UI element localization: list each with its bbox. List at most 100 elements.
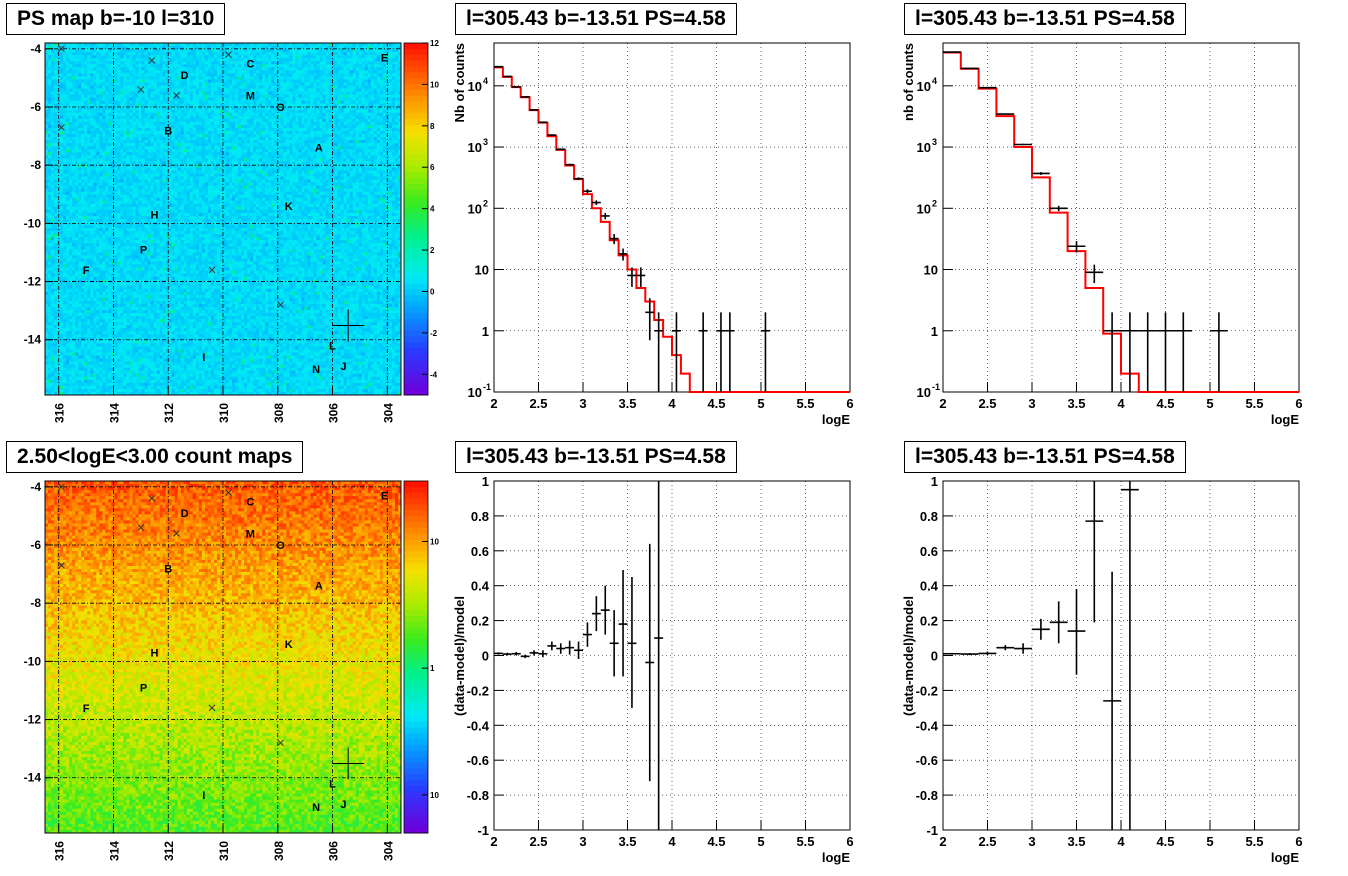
map-cell [253, 164, 257, 168]
map-cell [216, 88, 221, 92]
map-cell [358, 131, 363, 135]
map-cell [195, 52, 200, 56]
map-cell [168, 164, 173, 168]
map-cell [274, 55, 278, 59]
map-cell [84, 164, 88, 168]
map-cell [298, 73, 302, 77]
map-cell [343, 127, 348, 132]
map-cell [337, 167, 342, 171]
map-cell [183, 79, 188, 83]
map-cell [313, 67, 317, 71]
map-cell [271, 152, 275, 156]
map-cell [370, 109, 375, 114]
map-cell [195, 115, 200, 120]
map-cell [183, 64, 188, 68]
map-cell [370, 118, 375, 123]
map-cell [229, 106, 233, 111]
map-cell [135, 124, 139, 129]
map-cell [84, 55, 88, 59]
map-cell [325, 140, 329, 144]
map-cell [226, 85, 230, 89]
map-cell [204, 167, 209, 171]
map-cell [361, 118, 366, 123]
map-cell [198, 79, 203, 83]
map-cell [45, 88, 49, 92]
map-cell [352, 52, 357, 56]
map-cell [48, 115, 52, 120]
map-cell [316, 149, 320, 153]
map-cell [301, 70, 305, 74]
map-cell [45, 170, 49, 174]
map-cell [102, 94, 106, 99]
map-cell [241, 94, 245, 99]
map-cell [319, 46, 323, 50]
map-cell [376, 97, 381, 102]
map-cell [238, 46, 242, 50]
map-cell [165, 137, 170, 141]
map-cell [289, 94, 293, 99]
map-cell [219, 115, 224, 120]
map-cell [361, 146, 366, 150]
map-cell [382, 67, 387, 71]
map-cell [298, 115, 302, 120]
map-cell [147, 152, 151, 156]
map-cell [144, 46, 148, 50]
map-cell [168, 82, 173, 86]
map-cell [114, 61, 118, 65]
map-cell [259, 43, 263, 47]
map-cell [343, 82, 348, 86]
map-cell [367, 76, 372, 80]
map-cell [204, 103, 209, 108]
map-cell [346, 131, 351, 135]
map-cell [153, 134, 158, 138]
map-cell [213, 58, 218, 62]
map-cell [165, 64, 170, 68]
map-cell [198, 152, 203, 156]
map-cell [93, 64, 97, 68]
map-cell [322, 118, 326, 123]
map-cell [271, 149, 275, 153]
map-cell [60, 131, 64, 135]
map-cell [262, 94, 266, 99]
map-cell [189, 127, 194, 132]
map-cell [235, 70, 239, 74]
map-cell [316, 112, 320, 117]
map-cell [238, 146, 242, 150]
map-cell [316, 124, 320, 129]
map-cell [81, 121, 85, 126]
map-cell [174, 115, 179, 120]
map-cell [295, 146, 299, 150]
map-cell [165, 127, 170, 132]
map-cell [57, 91, 61, 95]
map-cell [183, 106, 188, 111]
map-cell [370, 64, 375, 68]
map-cell [394, 143, 399, 147]
map-cell [394, 106, 399, 111]
map-cell [180, 155, 185, 159]
map-cell [313, 85, 317, 89]
map-cell [298, 76, 302, 80]
map-cell [75, 58, 79, 62]
map-cell [147, 94, 151, 99]
map-cell [216, 91, 221, 95]
map-cell [141, 88, 145, 92]
map-cell [247, 118, 251, 123]
map-cell [295, 46, 299, 50]
map-cell [265, 103, 269, 108]
map-cell [48, 109, 52, 114]
map-cell [232, 70, 236, 74]
map-cell [168, 73, 173, 77]
map-cell [216, 155, 221, 159]
map-cell [90, 61, 94, 65]
map-cell [271, 127, 275, 132]
map-cell [174, 149, 179, 153]
map-cell [274, 127, 278, 132]
map-cell [397, 149, 402, 153]
map-cell [48, 79, 52, 83]
map-cell [370, 79, 375, 83]
map-cell [295, 121, 299, 126]
map-cell [135, 94, 139, 99]
map-cell [126, 61, 130, 65]
map-cell [105, 103, 109, 108]
map-cell [340, 97, 345, 102]
